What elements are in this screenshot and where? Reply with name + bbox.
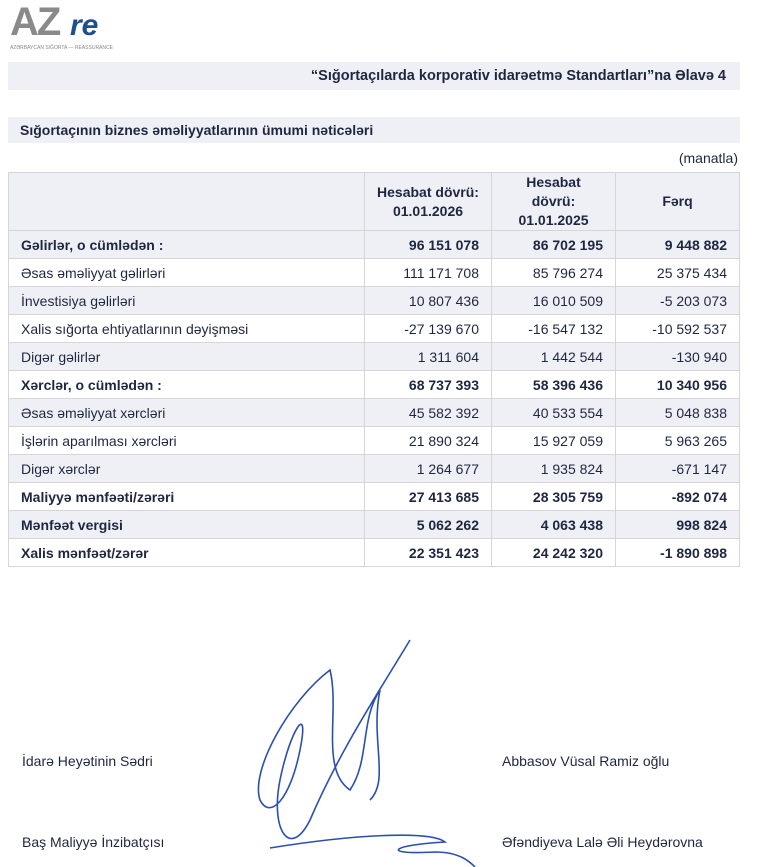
row-label: Xalis mənfəət/zərər	[8, 538, 365, 567]
value-2026: 68 737 393	[364, 370, 492, 399]
value-difference: -5 203 073	[615, 286, 740, 315]
handwritten-signature-chairman	[257, 639, 476, 867]
row-label: Əsas əməliyyat gəlirləri	[8, 258, 365, 287]
row-label: Mənfəət vergisi	[8, 510, 365, 539]
header-period-2026: Hesabat dövrü: 01.01.2026	[364, 172, 492, 231]
logo-accent-text: re	[70, 9, 99, 42]
value-2026: 45 582 392	[364, 398, 492, 427]
table-row: Digər gəlirlər 1 311 604 1 442 544 -130 940	[8, 342, 740, 371]
value-2025: 15 927 059	[491, 426, 616, 455]
logo-main-text: AZ	[10, 0, 61, 44]
row-label: Digər xərclər	[8, 454, 365, 483]
value-difference: -892 074	[615, 482, 740, 511]
header-period-2025: Hesabat dövrü: 01.01.2025	[491, 172, 616, 231]
value-difference: -10 592 537	[615, 314, 740, 343]
value-difference: 5 963 265	[615, 426, 740, 455]
row-label: Maliyyə mənfəəti/zərəri	[8, 482, 365, 511]
value-2026: 5 062 262	[364, 510, 492, 539]
unit-label: (manatla)	[678, 150, 738, 166]
row-label: Gəlirlər, o cümlədən :	[8, 230, 365, 259]
results-table: Hesabat dövrü: 01.01.2026 Hesabat dövrü: 0…	[8, 172, 740, 567]
value-2026: 1 311 604	[364, 342, 492, 371]
table-row: Gəlirlər, o cümlədən :96 151 078 86 702 1…	[8, 230, 740, 259]
signatory-role-chairman: İdarə Heyətinin Sədri	[22, 753, 153, 769]
value-2025: 28 305 759	[491, 482, 616, 511]
value-2025: 86 702 195	[491, 230, 616, 259]
value-2025: 40 533 554	[491, 398, 616, 427]
value-2025: 85 796 274	[491, 258, 616, 287]
value-difference: 25 375 434	[615, 258, 740, 287]
value-2026: 96 151 078	[364, 230, 492, 259]
value-difference: -130 940	[615, 342, 740, 371]
value-2026: 10 807 436	[364, 286, 492, 315]
value-difference: 998 824	[615, 510, 740, 539]
value-2026: 27 413 685	[364, 482, 492, 511]
row-label: İnvestisiya gəlirləri	[8, 286, 365, 315]
value-2026: 1 264 677	[364, 454, 492, 483]
table-header: Hesabat dövrü: 01.01.2026 Hesabat dövrü: 0…	[8, 172, 740, 231]
table-row: Digər xərclər 1 264 677 1 935 824 -671 147	[8, 454, 740, 483]
table-row: Xalis mənfəət/zərər 22 351 423 24 242 320-…	[8, 538, 740, 567]
value-difference: -1 890 898	[615, 538, 740, 567]
value-2025: -16 547 132	[491, 314, 616, 343]
table-row: Əsas əməliyyat gəlirləri 111 171 708 85 79…	[8, 258, 740, 287]
table-row: Maliyyə mənfəəti/zərəri 27 413 685 28 305 …	[8, 482, 740, 511]
row-label: Digər gəlirlər	[8, 342, 365, 371]
table-row: Mənfəət vergisi 5 062 262 4 063 438 998 824	[8, 510, 740, 539]
section-title: Sığortaçının biznes əməliyyatlarının ümu…	[8, 117, 740, 143]
logo-tagline: AZƏRBAYCAN SIĞORTA — REASSURANCE	[10, 45, 113, 51]
value-2025: 1 442 544	[491, 342, 616, 371]
table-row: Xalis sığorta ehtiyatlarının dəyişməsi -2…	[8, 314, 740, 343]
value-difference: 9 448 882	[615, 230, 740, 259]
table-row: Əsas əməliyyat xərcləri 45 582 392 40 533 …	[8, 398, 740, 427]
row-label: Xalis sığorta ehtiyatlarının dəyişməsi	[8, 314, 365, 343]
value-2026: 22 351 423	[364, 538, 492, 567]
header-label	[8, 172, 365, 231]
value-2025: 1 935 824	[491, 454, 616, 483]
value-difference: 5 048 838	[615, 398, 740, 427]
table-row: İşlərin aparılması xərcləri 21 890 324 15 …	[8, 426, 740, 455]
value-2026: -27 139 670	[364, 314, 492, 343]
signatory-name-cfo: Əfəndiyeva Lalə Əli Heydərovna	[502, 834, 703, 850]
table-row: Xərclər, o cümlədən :68 737 393 58 396 43…	[8, 370, 740, 399]
value-difference: -671 147	[615, 454, 740, 483]
signatory-name-chairman: Abbasov Vüsal Ramiz oğlu	[502, 753, 670, 769]
row-label: Əsas əməliyyat xərcləri	[8, 398, 365, 427]
row-label: İşlərin aparılması xərcləri	[8, 426, 365, 455]
row-label: Xərclər, o cümlədən :	[8, 370, 365, 399]
value-2025: 58 396 436	[491, 370, 616, 399]
table-row: İnvestisiya gəlirləri 10 807 436 16 010 50…	[8, 286, 740, 315]
value-2026: 21 890 324	[364, 426, 492, 455]
document-title: “Sığortaçılarda korporativ idarəetmə Sta…	[8, 62, 740, 90]
header-difference: Fərq	[615, 172, 740, 231]
value-2025: 4 063 438	[491, 510, 616, 539]
signatory-role-cfo: Baş Maliyyə İnzibatçısı	[22, 834, 165, 850]
value-difference: 10 340 956	[615, 370, 740, 399]
value-2025: 24 242 320	[491, 538, 616, 567]
value-2025: 16 010 509	[491, 286, 616, 315]
company-logo: AZ re AZƏRBAYCAN SIĞORTA — REASSURANCE	[10, 0, 120, 54]
value-2026: 111 171 708	[364, 258, 492, 287]
